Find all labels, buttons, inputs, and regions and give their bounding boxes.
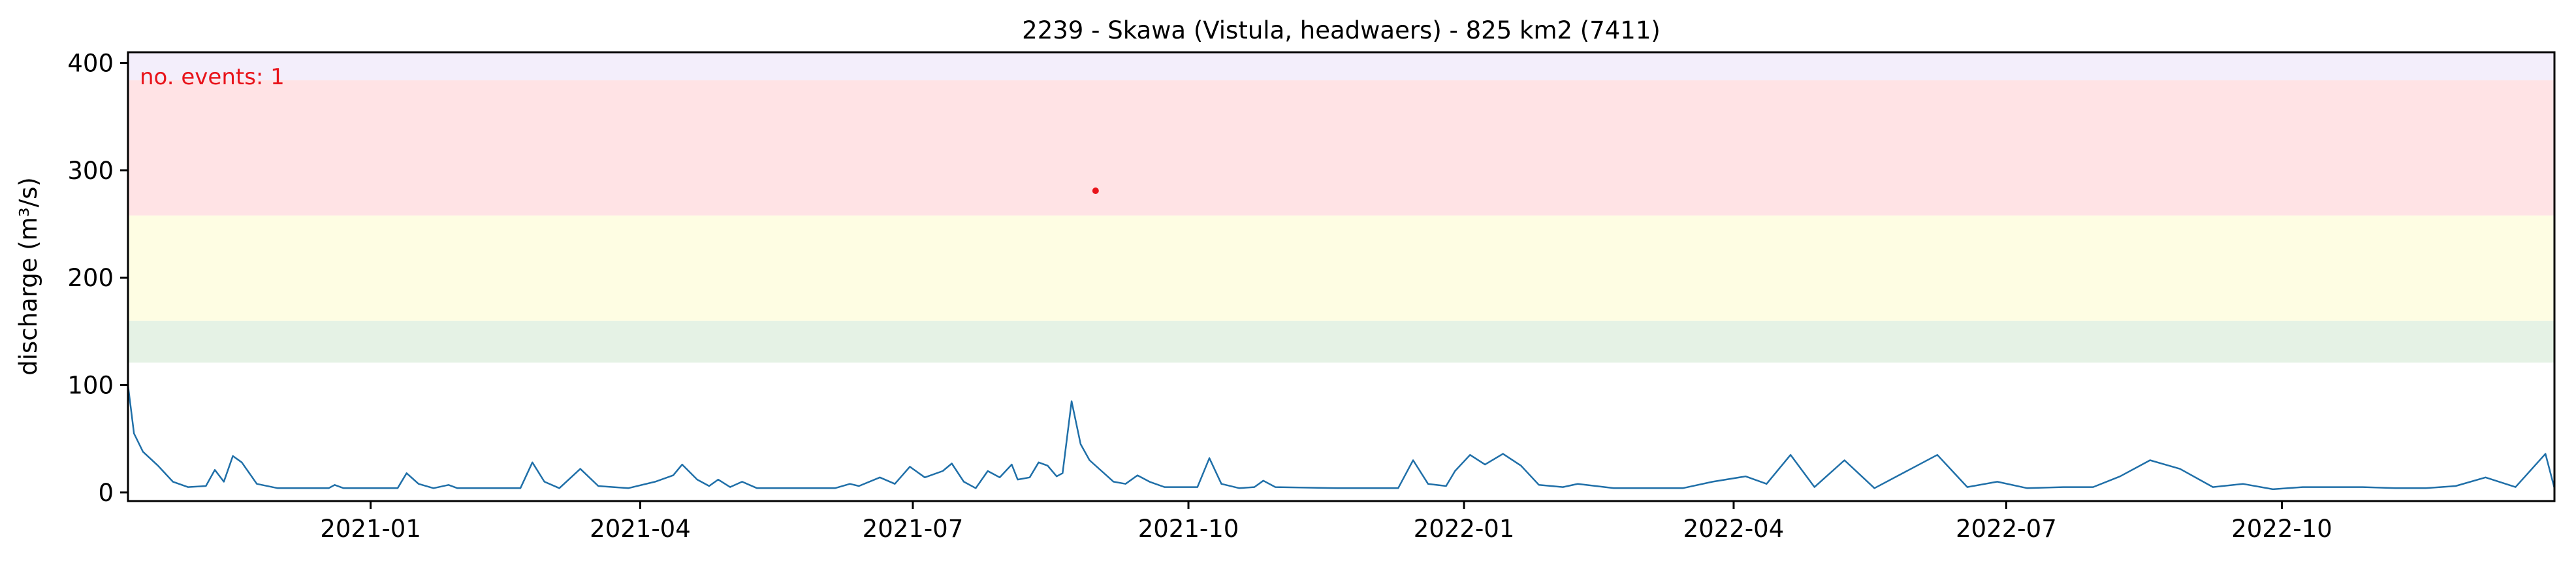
x-tick-label: 2021-07: [863, 515, 964, 543]
y-tick-label: 100: [67, 371, 114, 399]
threshold-bands: [128, 52, 2554, 363]
chart-title: 2239 - Skawa (Vistula, headwaers) - 825 …: [1022, 16, 1661, 44]
threshold-band-4: [128, 52, 2554, 80]
x-axis: 2021-01 2021-04 2021-07 2021-10 2022-01 2022-…: [320, 501, 2332, 543]
x-tick-label: 2021-10: [1138, 515, 1239, 543]
plot-area: [127, 187, 2556, 491]
y-tick-label: 300: [67, 157, 114, 185]
y-axis-label: discharge (m³/s): [14, 177, 42, 376]
x-tick-label: 2022-01: [1414, 515, 1515, 543]
y-axis: 0 100 200 300 400: [67, 49, 128, 507]
x-tick-label: 2022-07: [1956, 515, 2057, 543]
event-marker-1: [1092, 187, 1099, 195]
threshold-band-3: [128, 80, 2554, 216]
plot-frame: [127, 51, 2556, 502]
discharge-series-line: [127, 385, 2556, 491]
x-tick-label: 2021-04: [590, 515, 691, 543]
threshold-band-1: [128, 320, 2554, 363]
threshold-band-2: [128, 215, 2554, 321]
y-tick-label: 0: [98, 479, 114, 507]
y-tick-label: 200: [67, 264, 114, 292]
x-tick-label: 2021-01: [320, 515, 421, 543]
x-tick-label: 2022-04: [1683, 515, 1785, 543]
x-tick-label: 2022-10: [2231, 515, 2332, 543]
y-tick-label: 400: [67, 49, 114, 77]
events-annotation: no. events: 1: [140, 64, 285, 90]
